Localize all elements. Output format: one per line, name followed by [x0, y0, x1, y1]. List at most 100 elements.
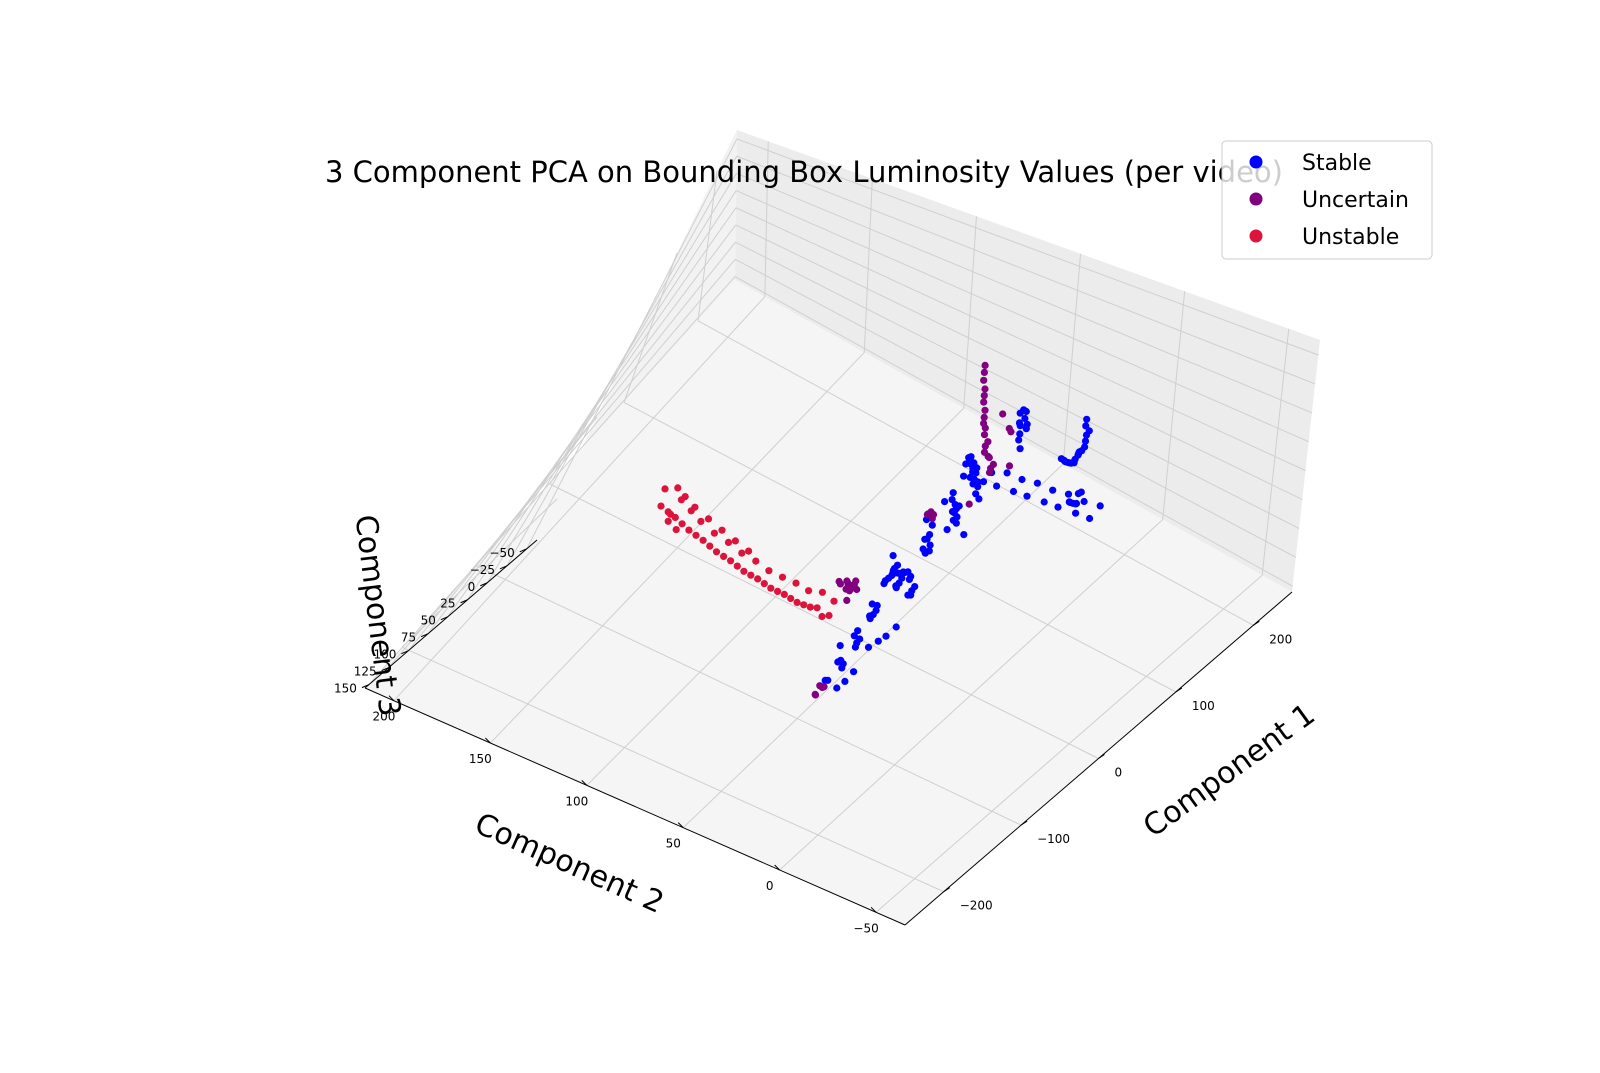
point-unstable: [692, 531, 700, 539]
point-unstable: [724, 538, 733, 547]
grid-line-y-wall: [963, 216, 977, 409]
point-unstable: [793, 598, 801, 607]
point-stable: [969, 480, 977, 488]
z-tick-label: 25: [440, 597, 455, 611]
point-unstable: [718, 526, 726, 534]
point-stable: [1081, 443, 1089, 451]
point-unstable: [657, 502, 665, 510]
point-unstable: [664, 517, 672, 525]
point-stable: [864, 643, 873, 651]
point-stable: [926, 541, 934, 549]
point-stable: [975, 495, 983, 503]
point-stable: [880, 580, 888, 588]
point-uncertain: [981, 406, 989, 414]
grid-line-z-right: [736, 155, 1316, 385]
point-stable: [834, 658, 842, 666]
axis-panes: [365, 130, 1320, 925]
point-unstable: [787, 594, 795, 603]
point-unstable: [697, 517, 705, 526]
z-tick-mark: [401, 650, 409, 655]
y-axis-line: [364, 687, 906, 926]
point-stable: [1077, 488, 1085, 496]
grid-line-x-floor: [475, 565, 1022, 826]
grid-line-x-floor: [401, 646, 944, 893]
point-stable: [1096, 502, 1104, 510]
point-unstable: [674, 484, 682, 492]
point-unstable: [752, 557, 760, 565]
point-stable: [838, 664, 846, 672]
grid-line-y-floor: [779, 519, 1164, 871]
point-unstable: [767, 584, 775, 592]
data-points: [657, 361, 1104, 699]
point-unstable: [818, 588, 827, 596]
z-tick-label: 150: [334, 682, 357, 696]
y-tick-label: 150: [469, 752, 492, 766]
point-stable: [892, 623, 900, 631]
point-uncertain: [844, 581, 852, 589]
grid-line-z-right: [735, 190, 1309, 443]
point-stable: [1072, 499, 1081, 508]
chart-title: 3 Component PCA on Bounding Box Luminosi…: [325, 155, 1283, 189]
point-stable: [866, 612, 874, 620]
point-stable: [919, 545, 927, 553]
point-unstable: [747, 571, 755, 579]
point-uncertain: [836, 580, 845, 588]
grid-line-y-wall: [1062, 253, 1082, 464]
point-unstable: [765, 567, 773, 575]
point-uncertain: [811, 690, 819, 699]
x-tick-label: −200: [960, 899, 993, 913]
point-stable: [949, 489, 957, 497]
y-tick-label: 0: [766, 879, 774, 893]
point-stable: [1016, 409, 1024, 417]
point-uncertain: [999, 410, 1007, 418]
point-stable: [1080, 497, 1088, 506]
point-uncertain: [820, 683, 828, 691]
y-tick-label: 100: [565, 794, 588, 808]
y-tick-mark: [774, 864, 780, 871]
x-tick-mark: [1098, 754, 1105, 759]
point-stable: [821, 676, 829, 685]
point-uncertain: [843, 596, 851, 605]
point-stable: [948, 496, 956, 504]
z-axis-line: [364, 539, 538, 689]
point-uncertain: [1005, 424, 1013, 433]
point-unstable: [699, 536, 707, 544]
point-stable: [979, 478, 988, 486]
point-uncertain: [980, 448, 989, 456]
point-unstable: [710, 529, 719, 537]
x-tick-mark: [1175, 687, 1183, 693]
grid-line-y-wall: [1162, 291, 1186, 520]
grid-line-z-right: [735, 241, 1300, 529]
point-stable: [851, 643, 860, 651]
point-uncertain: [981, 361, 989, 369]
grid-line-z-left: [447, 207, 737, 618]
point-stable: [1072, 509, 1080, 517]
point-unstable: [754, 575, 762, 583]
point-stable: [1003, 469, 1011, 477]
point-uncertain: [984, 438, 992, 446]
point-stable: [949, 516, 957, 524]
point-uncertain: [980, 398, 988, 406]
grid-line-y-wall: [764, 141, 769, 297]
grid-line-z-left: [486, 173, 737, 584]
point-stable: [1022, 425, 1030, 433]
point-uncertain: [1005, 462, 1014, 470]
point-stable: [888, 571, 896, 579]
point-stable: [941, 498, 949, 506]
point-uncertain: [980, 392, 988, 400]
point-stable: [1016, 422, 1024, 430]
y-tick-mark: [485, 737, 491, 744]
grid-line-y-floor: [875, 574, 1263, 913]
point-uncertain: [980, 376, 988, 384]
point-stable: [1033, 479, 1041, 487]
grid-line-z-right: [735, 207, 1306, 472]
z-tick-mark: [440, 616, 449, 621]
legend-marker-unstable: [1249, 229, 1263, 243]
z-tick-label: 100: [373, 648, 396, 662]
point-unstable: [733, 562, 741, 570]
point-stable: [868, 600, 876, 608]
z-tick-mark: [480, 582, 488, 587]
point-unstable: [720, 552, 728, 561]
point-unstable: [706, 542, 714, 550]
point-unstable: [778, 573, 787, 581]
